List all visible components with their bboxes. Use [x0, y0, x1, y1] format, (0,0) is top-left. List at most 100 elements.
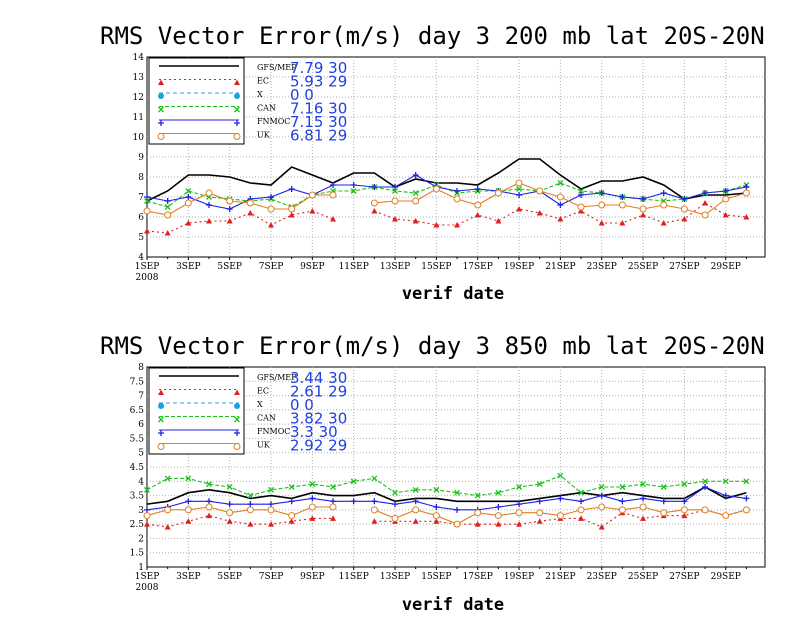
- data-point: [143, 512, 151, 520]
- data-point: [556, 512, 564, 520]
- data-point: [185, 475, 192, 482]
- data-point: [474, 186, 481, 192]
- data-point: [660, 201, 668, 209]
- data-point: [515, 509, 523, 517]
- x-tick-year: 2008: [136, 583, 159, 593]
- data-point: [350, 188, 357, 194]
- data-point: [206, 512, 213, 519]
- data-point: [433, 486, 440, 493]
- data-point: [164, 204, 171, 210]
- data-point: [495, 504, 502, 510]
- data-point: [184, 199, 192, 207]
- data-point: [536, 509, 544, 517]
- data-point: [392, 489, 398, 496]
- x-tick-label: 11SEP: [339, 572, 369, 582]
- data-point: [618, 201, 626, 209]
- legend-label: EC: [257, 387, 269, 396]
- data-point: [557, 495, 564, 502]
- data-point: [164, 475, 171, 482]
- data-point: [702, 190, 709, 196]
- data-point: [371, 184, 378, 190]
- legend-marker: [157, 133, 165, 140]
- y-tick-label: 13: [133, 73, 145, 83]
- data-point: [516, 192, 523, 198]
- legend-stat: 3.3 30: [290, 423, 338, 441]
- x-tick-label: 15SEP: [421, 572, 451, 582]
- data-point: [701, 211, 709, 219]
- data-point: [308, 503, 316, 511]
- y-tick-label: 7: [138, 193, 144, 203]
- x-tick-label: 7SEP: [259, 572, 284, 582]
- data-point: [557, 180, 564, 186]
- x-tick-label: 1SEP: [135, 572, 160, 582]
- legend-marker: [234, 389, 240, 395]
- legend-stat: 7.79 30: [290, 59, 347, 77]
- data-point: [164, 524, 171, 530]
- data-point: [640, 212, 647, 218]
- data-point: [288, 512, 296, 520]
- x-tick-label: 21SEP: [545, 572, 575, 582]
- data-point: [392, 188, 398, 194]
- legend-stat: 0 0: [290, 396, 314, 414]
- data-point: [680, 205, 688, 213]
- data-point: [742, 506, 750, 514]
- legend-label: GFS/MEP: [257, 63, 297, 72]
- data-point: [205, 503, 213, 511]
- legend-marker: [234, 430, 240, 436]
- data-point: [226, 218, 233, 224]
- series-uk: [143, 179, 750, 219]
- data-point: [350, 498, 357, 505]
- y-tick-label: 4.5: [130, 463, 145, 473]
- legend-marker: [158, 120, 164, 126]
- data-point: [391, 197, 399, 205]
- data-point: [288, 484, 295, 490]
- chart-panel-2: RMS Vector Error(m/s) day 3 850 mb lat 2…: [100, 332, 766, 615]
- data-point: [268, 486, 274, 493]
- legend-marker: [234, 120, 240, 126]
- x-tick-label: 13SEP: [380, 572, 410, 582]
- series-ec: [144, 200, 750, 236]
- data-point: [164, 198, 171, 204]
- data-point: [412, 486, 419, 493]
- data-point: [226, 509, 234, 517]
- data-point: [722, 188, 729, 194]
- legend-stat: 3.44 30: [290, 369, 347, 387]
- data-point: [536, 187, 544, 195]
- data-point: [680, 506, 688, 514]
- data-point: [516, 186, 522, 192]
- x-tick-label: 15SEP: [421, 262, 451, 272]
- legend-stat: 7.16 30: [290, 100, 347, 118]
- legend-label: FNMOC: [257, 117, 290, 126]
- data-point: [268, 521, 275, 527]
- data-point: [309, 495, 316, 502]
- x-tick-label: 17SEP: [463, 572, 493, 582]
- data-point: [474, 492, 481, 499]
- series-gfs-mep: [146, 158, 747, 202]
- data-point: [577, 506, 585, 514]
- legend-marker: [233, 443, 241, 450]
- data-point: [185, 518, 192, 524]
- data-point: [268, 194, 275, 200]
- series-gfs-mep: [146, 486, 747, 505]
- chart-title: RMS Vector Error(m/s) day 3 850 mb lat 2…: [100, 332, 765, 360]
- series-line: [146, 486, 747, 505]
- legend-box: [148, 367, 245, 455]
- data-point: [681, 512, 688, 519]
- data-point: [329, 503, 337, 511]
- data-point: [536, 498, 543, 505]
- x-tick-label: 5SEP: [217, 262, 242, 272]
- data-point: [640, 495, 647, 502]
- y-tick-label: 3.5: [130, 492, 145, 502]
- y-tick-label: 5: [138, 233, 144, 243]
- y-tick-label: 2: [138, 534, 144, 544]
- x-tick-label: 9SEP: [300, 262, 325, 272]
- data-point: [185, 194, 192, 200]
- data-point: [412, 190, 419, 196]
- x-tick-label: 25SEP: [628, 572, 658, 582]
- data-point: [392, 184, 399, 190]
- y-tick-label: 1.5: [130, 549, 145, 559]
- data-point: [536, 210, 543, 216]
- data-point: [330, 515, 337, 521]
- data-point: [371, 475, 378, 482]
